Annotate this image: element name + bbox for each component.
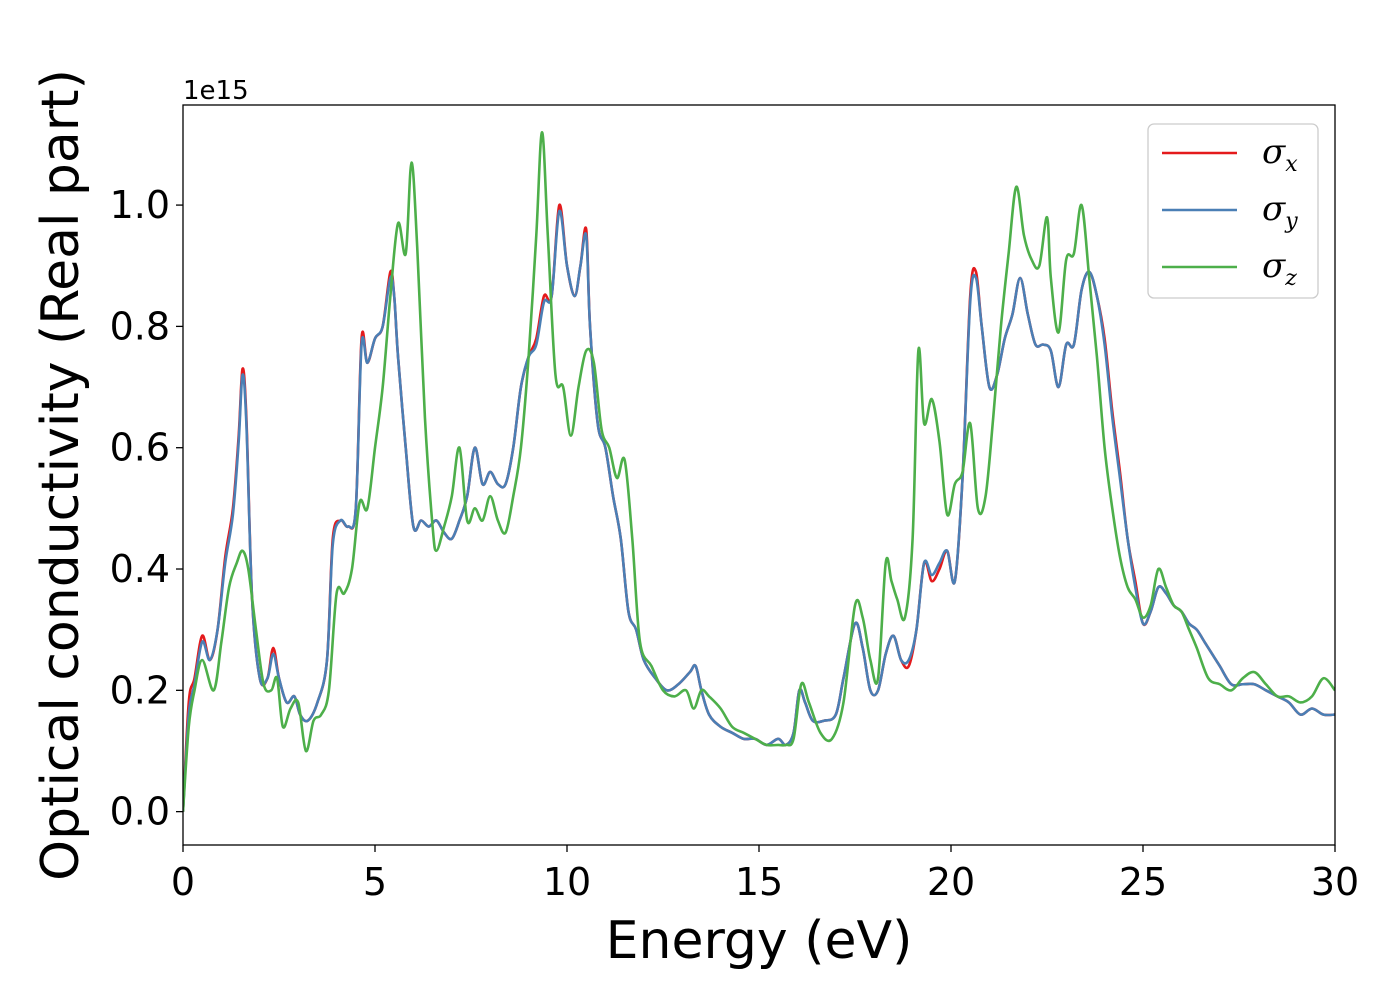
y-offset-label: 1e15 — [183, 76, 249, 106]
legend-label-y: σy — [1262, 189, 1298, 234]
legend-subscript: x — [1285, 152, 1298, 177]
y-tick-label: 0.8 — [110, 304, 170, 348]
legend-symbol: σ — [1262, 246, 1286, 286]
x-axis-label: Energy (eV) — [606, 911, 913, 971]
legend-label-x: σx — [1262, 132, 1298, 177]
series-line-z — [183, 131, 1335, 812]
y-tick-label: 1.0 — [110, 183, 170, 227]
x-tick-label: 15 — [735, 860, 783, 904]
series-layer — [183, 131, 1335, 812]
x-tick-label: 0 — [171, 860, 195, 904]
y-axis-label: Optical conductivity (Real part) — [31, 69, 91, 881]
x-axis-ticks: 0 5 10 15 20 25 30 — [171, 845, 1359, 904]
y-tick-label: 0.6 — [110, 426, 170, 470]
x-tick-label: 25 — [1119, 860, 1167, 904]
series-line-y — [183, 209, 1335, 812]
x-tick-label: 30 — [1311, 860, 1359, 904]
legend-symbol: σ — [1262, 189, 1286, 229]
x-tick-label: 20 — [927, 860, 975, 904]
x-tick-label: 10 — [543, 860, 591, 904]
legend-subscript: y — [1284, 209, 1298, 234]
y-tick-label: 0.2 — [110, 668, 170, 712]
legend-symbol: σ — [1262, 132, 1286, 172]
x-tick-label: 5 — [363, 860, 387, 904]
y-tick-label: 0.4 — [110, 547, 170, 591]
legend-subscript: z — [1284, 266, 1297, 291]
y-axis-ticks: 0.0 0.2 0.4 0.6 0.8 1.0 — [110, 183, 183, 834]
legend-label-z: σz — [1262, 246, 1297, 291]
y-tick-label: 0.0 — [110, 790, 170, 834]
